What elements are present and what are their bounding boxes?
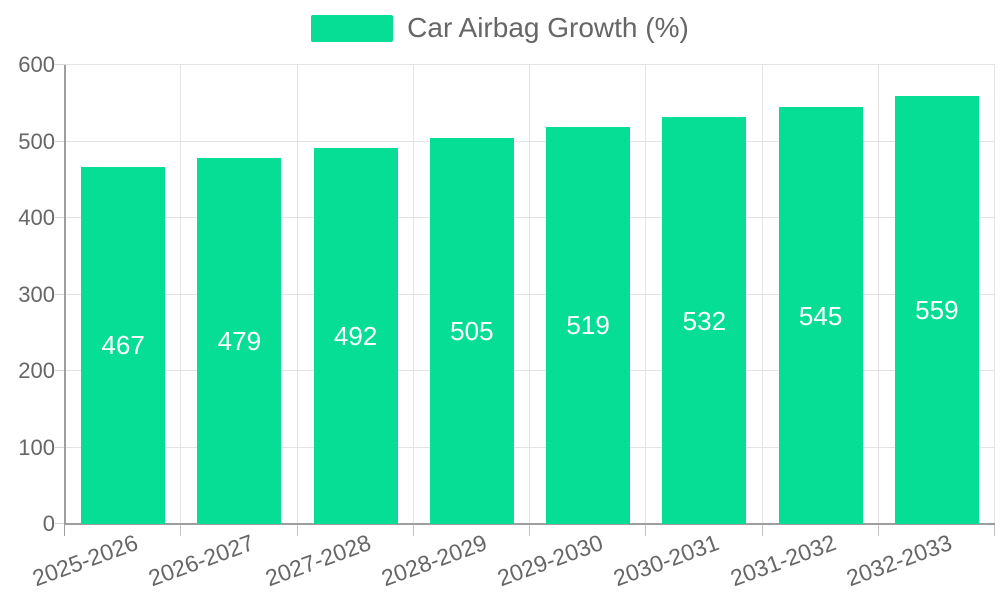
x-axis-category-label: 2029-2030	[494, 529, 607, 592]
y-gridline	[65, 370, 995, 371]
x-gridline	[877, 65, 879, 524]
x-axis-category-label: 2031-2032	[726, 529, 839, 592]
x-axis-tick	[296, 524, 298, 536]
y-axis-tick-label: 0	[42, 511, 55, 536]
bar-value-label: 479	[217, 325, 262, 356]
x-axis-tick	[529, 524, 530, 536]
bar-value-label: 467	[101, 330, 145, 361]
y-gridline	[65, 293, 995, 295]
y-axis-tick-label: 600	[18, 52, 55, 77]
x-gridline	[645, 65, 647, 524]
x-axis-category-label: 2026-2027	[145, 529, 258, 592]
x-axis-tick	[994, 524, 995, 536]
y-axis-tick	[55, 293, 65, 295]
bar-value-label: 532	[682, 305, 727, 336]
x-gridline	[180, 65, 182, 524]
bar-value-label: 492	[333, 320, 378, 351]
y-axis-tick	[55, 140, 65, 142]
x-gridline	[994, 65, 995, 524]
x-gridline	[529, 65, 530, 524]
x-axis-tick	[645, 524, 647, 536]
y-axis-tick-label: 400	[18, 205, 55, 230]
bar[interactable]	[778, 107, 863, 524]
x-gridline	[296, 65, 298, 524]
y-gridline	[65, 446, 995, 448]
bar[interactable]	[81, 166, 166, 524]
x-gridline	[412, 65, 414, 524]
y-axis-tick-label: 500	[18, 128, 55, 154]
x-axis-category-label: 2032-2033	[842, 529, 956, 592]
y-gridline	[65, 64, 995, 65]
y-gridline	[65, 140, 995, 142]
x-axis-category-label: 2030-2031	[610, 529, 723, 592]
legend-swatch-icon	[311, 14, 394, 42]
bar-value-label: 559	[915, 295, 959, 326]
bar-value-label: 519	[566, 310, 610, 341]
x-axis-tick	[180, 524, 182, 536]
y-axis-tick	[55, 523, 65, 524]
bar[interactable]	[662, 117, 747, 524]
x-axis-category-label: 2027-2028	[261, 529, 374, 592]
x-axis-category-label: 2025-2026	[29, 529, 142, 592]
bar[interactable]	[429, 137, 514, 524]
bar-value-label: 545	[798, 300, 843, 331]
legend[interactable]: Car Airbag Growth (%)	[0, 14, 1000, 42]
x-axis-tick	[761, 524, 763, 536]
y-axis-line	[64, 65, 66, 524]
y-axis-tick	[55, 446, 65, 448]
y-axis-tick	[55, 64, 65, 65]
x-axis-tick	[412, 524, 414, 536]
bar[interactable]	[546, 126, 631, 524]
x-axis-category-label: 2028-2029	[377, 529, 491, 592]
y-axis-tick-label: 100	[18, 434, 55, 460]
x-axis-tick	[877, 524, 879, 536]
bar[interactable]	[197, 157, 282, 524]
legend-label: Car Airbag Growth (%)	[407, 12, 689, 43]
x-gridline	[761, 65, 763, 524]
y-axis-tick	[55, 217, 65, 218]
bar[interactable]	[313, 147, 398, 524]
x-axis-tick	[64, 524, 65, 536]
y-axis-tick-label: 300	[18, 281, 55, 307]
y-axis-tick	[55, 370, 65, 371]
y-gridline	[65, 217, 995, 218]
x-axis-line	[65, 523, 995, 525]
bar[interactable]	[894, 96, 979, 524]
bar-value-label: 505	[450, 315, 494, 346]
y-axis-tick-label: 200	[18, 358, 55, 383]
